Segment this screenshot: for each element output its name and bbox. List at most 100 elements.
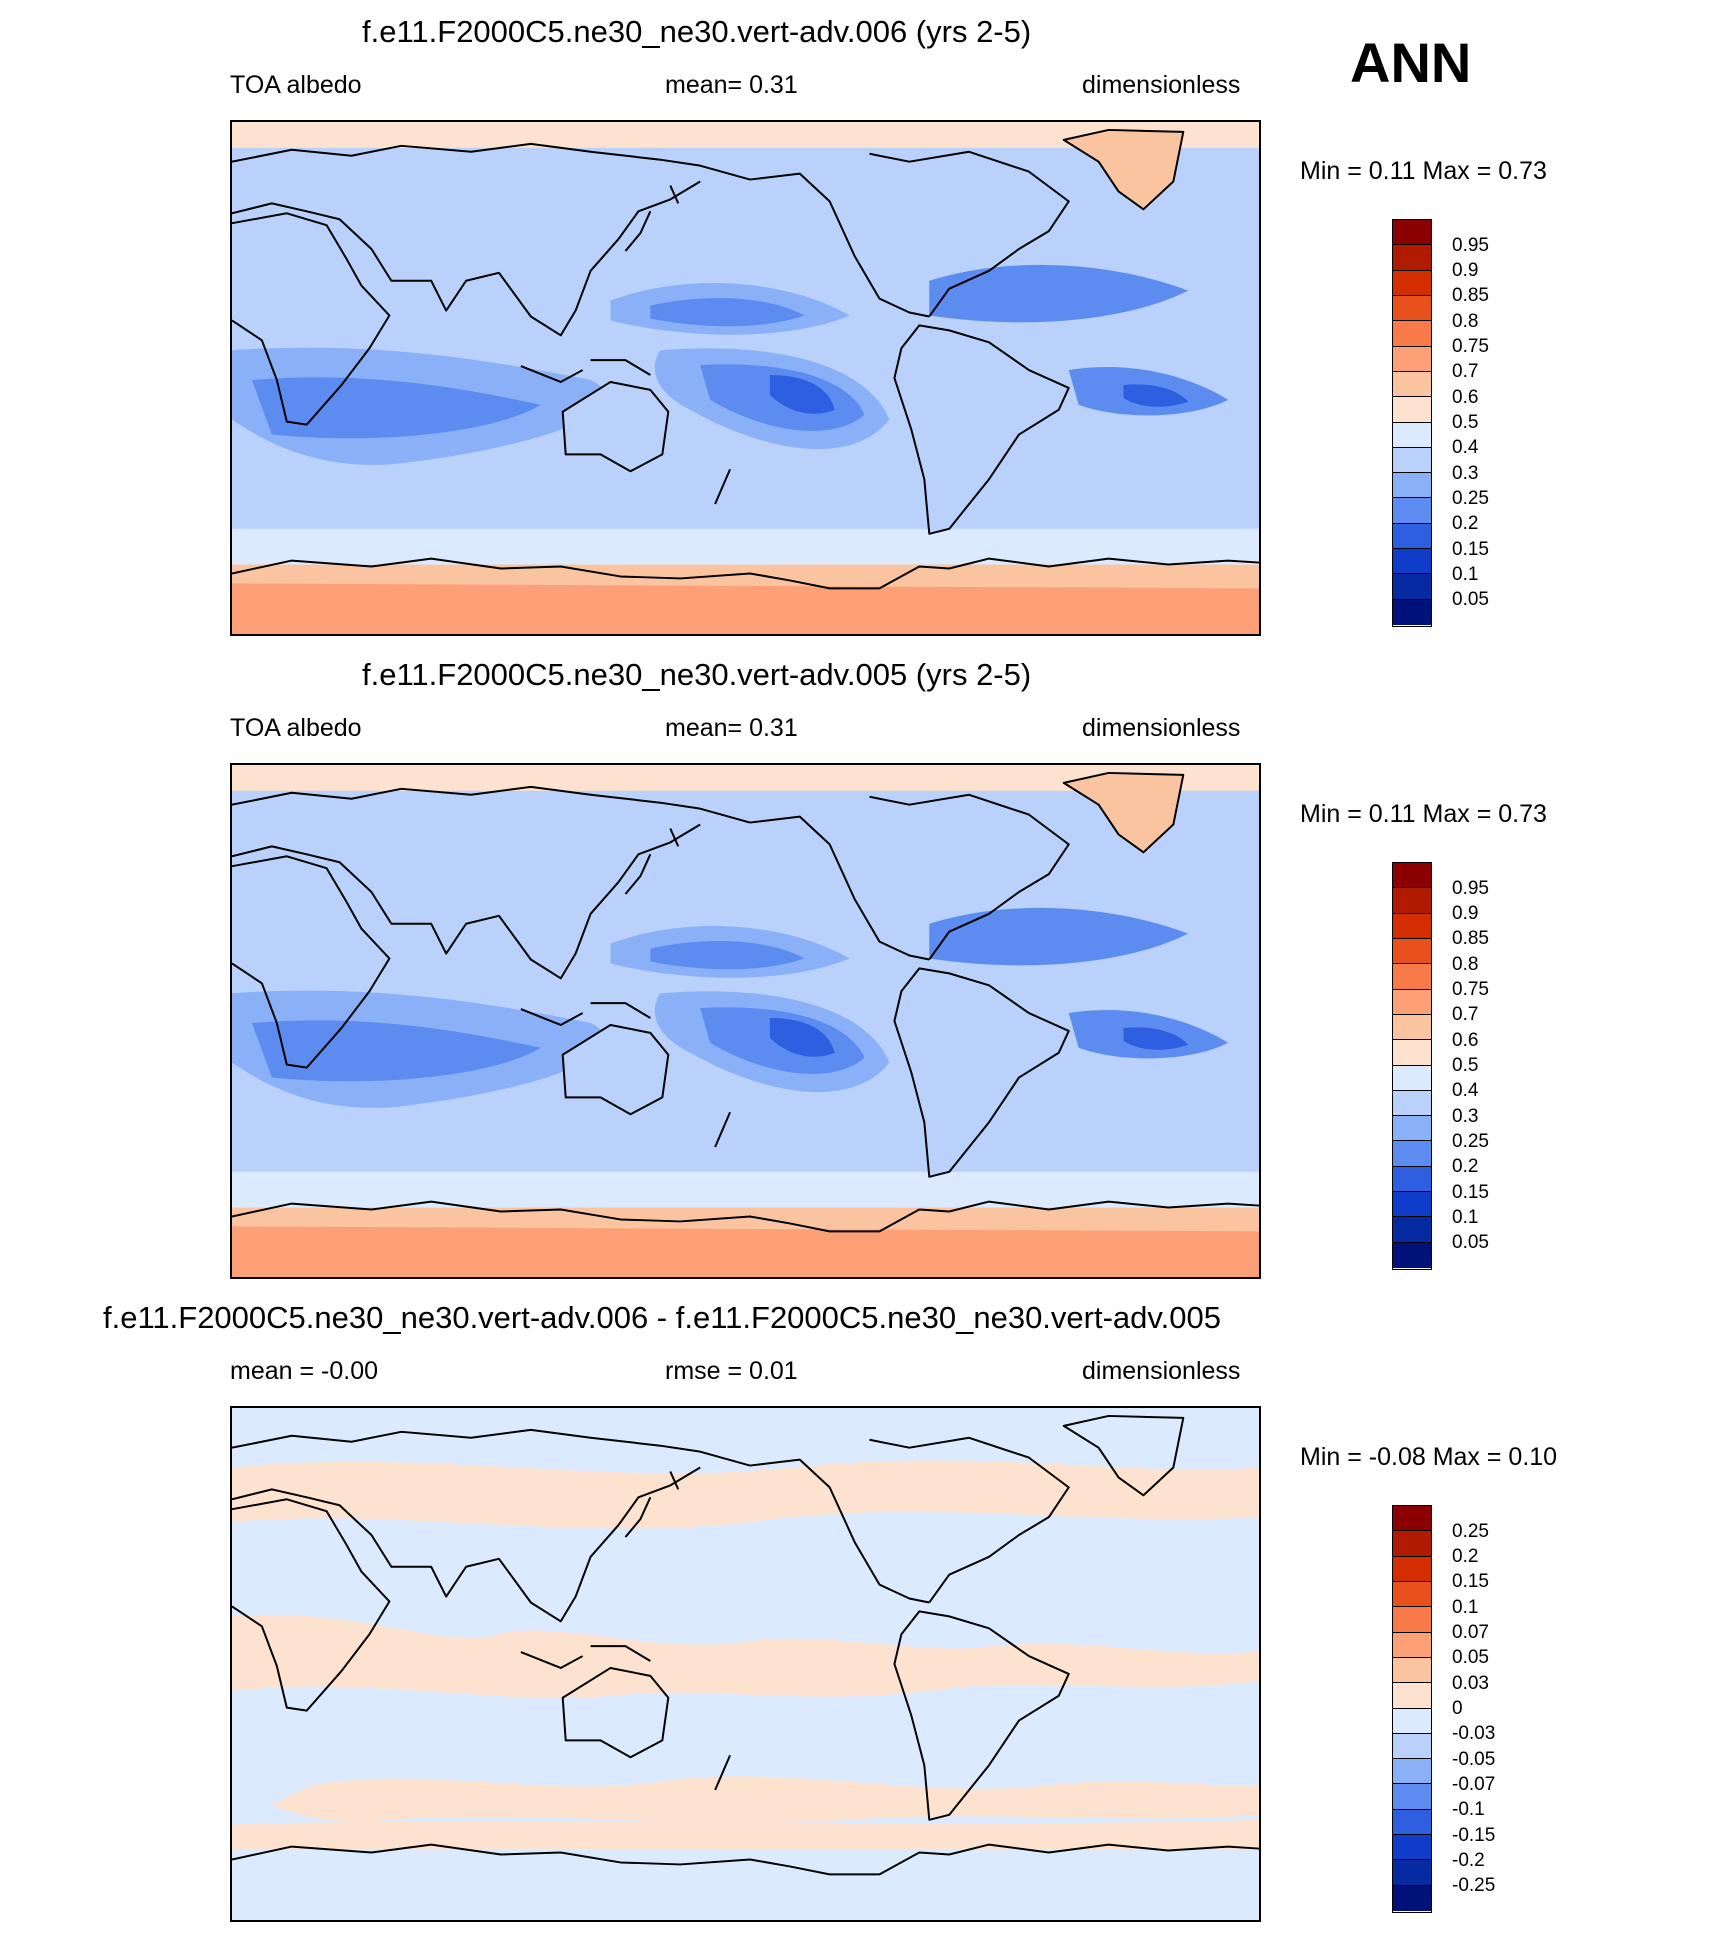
mean-label: mean= 0.31 — [665, 714, 798, 742]
colorbar-tick-label: 0.4 — [1452, 1080, 1479, 1102]
colorbar-segment — [1393, 422, 1431, 448]
colorbar-segment — [1393, 1556, 1431, 1582]
colorbar-segment — [1393, 371, 1431, 398]
colorbar-tick-label: 0.7 — [1452, 1004, 1479, 1026]
colorbar-tick-label: 0.8 — [1452, 310, 1479, 332]
coastline — [714, 1754, 731, 1791]
coastline — [869, 150, 1070, 318]
colorbar-tick-label: 0.1 — [1452, 563, 1479, 585]
colorbar-segment — [1393, 1784, 1431, 1810]
coastline — [893, 967, 1070, 1178]
colorbar — [1392, 219, 1432, 627]
colorbar-segment — [1393, 397, 1431, 423]
colorbar-tick-label: 0.3 — [1452, 462, 1479, 484]
colorbar-tick-label: 0.75 — [1452, 336, 1489, 358]
colorbar-segment — [1393, 599, 1431, 625]
colorbar-tick-label: 0.85 — [1452, 928, 1489, 950]
coastline — [561, 1023, 670, 1116]
colorbar-tick-label: 0.9 — [1452, 260, 1479, 282]
coastline — [232, 785, 751, 824]
min-max-label: Min = 0.11 Max = 0.73 — [1300, 800, 1547, 828]
colorbar-segment — [1393, 1885, 1431, 1911]
colorbar-tick-label: 0.25 — [1452, 1130, 1489, 1152]
map-svg — [232, 1408, 1259, 1920]
colorbar-segment — [1393, 1632, 1431, 1658]
mean-label: mean = -0.00 — [230, 1357, 379, 1385]
units-label: dimensionless — [1082, 71, 1241, 99]
colorbar-tick-label: 0.75 — [1452, 979, 1489, 1001]
map-svg — [232, 122, 1259, 634]
colorbar-segment — [1393, 1506, 1431, 1532]
colorbar-tick-label: 0.1 — [1452, 1206, 1479, 1228]
colorbar-segment — [1393, 888, 1431, 914]
panel-title: f.e11.F2000C5.ne30_ne30.vert-adv.005 (yr… — [362, 657, 1032, 692]
coastline — [232, 1428, 751, 1467]
panel-title: f.e11.F2000C5.ne30_ne30.vert-adv.006 - f… — [103, 1300, 1221, 1335]
colorbar-tick-label: -0.2 — [1452, 1849, 1485, 1871]
coastline — [561, 380, 670, 473]
season-label: ANN — [1350, 31, 1472, 94]
colorbar-segment — [1393, 1581, 1431, 1608]
colorbar-tick-label: 0.85 — [1452, 285, 1489, 307]
colorbar-segment — [1393, 1708, 1431, 1734]
coastline — [232, 1466, 701, 1623]
colorbar-tick-label: 0.25 — [1452, 1520, 1489, 1542]
colorbar-segment — [1393, 964, 1431, 990]
coastline — [232, 180, 701, 337]
colorbar-segment — [1393, 863, 1431, 889]
coastline — [1062, 771, 1185, 854]
colorbar-tick-label: 0.8 — [1452, 953, 1479, 975]
colorbar-segment — [1393, 1835, 1431, 1861]
coastline — [520, 1645, 651, 1669]
colorbar-segment — [1393, 1607, 1431, 1633]
map-svg — [232, 765, 1259, 1277]
colorbar-segment — [1393, 270, 1431, 296]
coastline — [869, 793, 1070, 961]
colorbar-segment — [1393, 1809, 1431, 1836]
colorbar-segment — [1393, 295, 1431, 322]
colorbar-tick-label: 0.07 — [1452, 1622, 1489, 1644]
map-plot — [230, 763, 1261, 1279]
coastline — [520, 359, 651, 383]
coastline — [232, 142, 751, 181]
colorbar-segment — [1393, 989, 1431, 1015]
coastline — [232, 1200, 1259, 1233]
colorbar-segment — [1393, 321, 1431, 347]
coastline — [749, 815, 930, 961]
coastline — [232, 823, 701, 980]
colorbar-segment — [1393, 549, 1431, 575]
colorbar-segment — [1393, 1531, 1431, 1557]
colorbar-tick-label: -0.07 — [1452, 1773, 1496, 1795]
colorbar-segment — [1393, 574, 1431, 600]
units-label: dimensionless — [1082, 714, 1241, 742]
colorbar-segment — [1393, 1683, 1431, 1709]
field-label: TOA albedo — [230, 714, 362, 742]
coastlines — [232, 128, 1259, 590]
colorbar-tick-label: 0.2 — [1452, 513, 1479, 535]
colorbar-tick-label: -0.05 — [1452, 1748, 1496, 1770]
colorbar-tick-label: -0.15 — [1452, 1824, 1496, 1846]
colorbar-tick-label: 0.9 — [1452, 903, 1479, 925]
colorbar-tick-label: 0.2 — [1452, 1156, 1479, 1178]
colorbar-segment — [1393, 473, 1431, 499]
mean-label: mean= 0.31 — [665, 71, 798, 99]
colorbar-segment — [1393, 1040, 1431, 1066]
coastline — [1062, 128, 1185, 211]
coastline — [714, 1111, 731, 1148]
colorbar-segment — [1393, 1217, 1431, 1243]
coastline — [714, 468, 731, 505]
min-max-label: Min = -0.08 Max = 0.10 — [1300, 1443, 1558, 1471]
coastline — [232, 1843, 1259, 1876]
colorbar-segment — [1393, 1090, 1431, 1117]
map-plot — [230, 120, 1261, 636]
colorbar-segment — [1393, 1759, 1431, 1785]
colorbar-tick-label: 0.05 — [1452, 1232, 1489, 1254]
coastline — [232, 855, 391, 1069]
colorbar-tick-label: 0.05 — [1452, 589, 1489, 611]
units-label: dimensionless — [1082, 1357, 1241, 1385]
colorbar-tick-label: 0.5 — [1452, 1055, 1479, 1076]
coastline — [624, 1471, 680, 1538]
colorbar-segment — [1393, 1065, 1431, 1091]
colorbar-segment — [1393, 523, 1431, 550]
coastline — [232, 212, 391, 426]
